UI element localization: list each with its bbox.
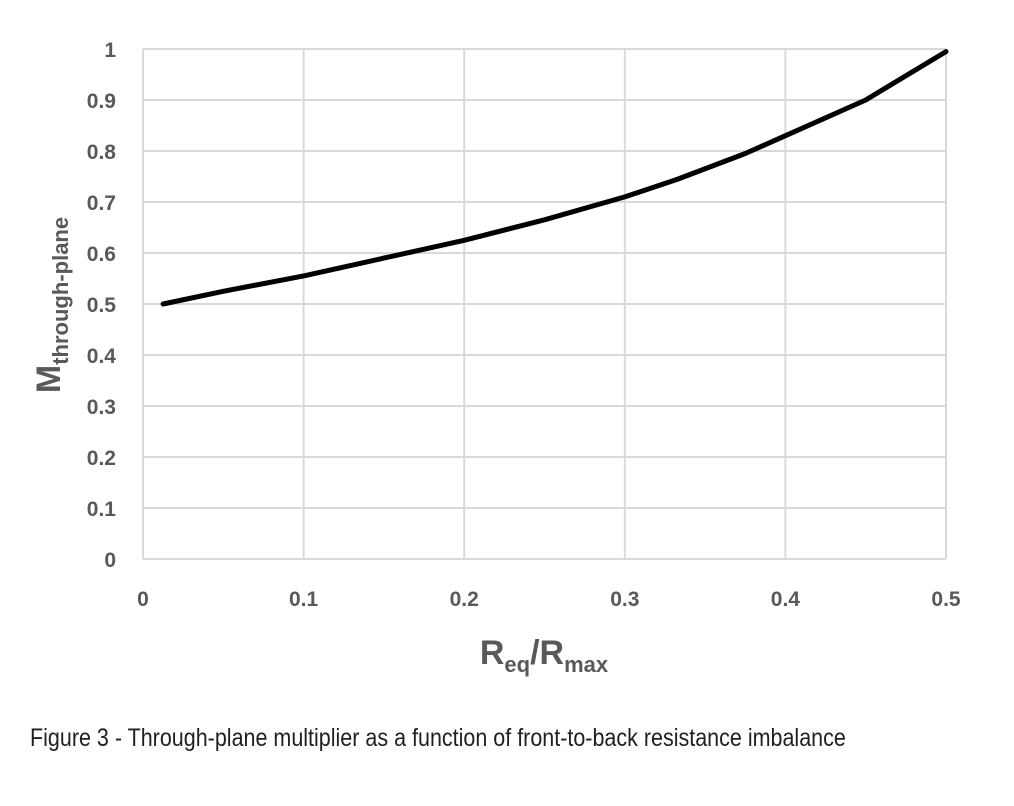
figure-caption: Figure 3 - Through-plane multiplier as a… xyxy=(30,724,846,752)
x-tick-label: 0.1 xyxy=(289,588,319,611)
x-tick-label: 0.4 xyxy=(771,588,801,611)
y-tick-label: 0.2 xyxy=(87,447,116,470)
tick-labels: 0 0.1 0.2 0.3 0.4 0.5 0.6 0.7 0.8 0.9 1 0 0.1 0.2 0.3 0… xyxy=(87,39,961,611)
y-tick-label: 0.1 xyxy=(87,498,117,521)
y-tick-label: 0.6 xyxy=(87,243,116,266)
y-axis-title: Mthrough-plane xyxy=(30,217,73,393)
x-tick-label: 0.3 xyxy=(610,588,639,611)
y-tick-label: 0.7 xyxy=(87,192,116,215)
x-tick-label: 0.5 xyxy=(931,588,961,611)
series-line xyxy=(160,49,949,307)
y-tick-label: 0.3 xyxy=(87,396,116,419)
y-tick-label: 0.8 xyxy=(87,141,117,164)
gridlines xyxy=(142,48,947,560)
chart: 0 0.1 0.2 0.3 0.4 0.5 0.6 0.7 0.8 0.9 1 0 0.1 0.2 0.3 0… xyxy=(30,39,961,677)
y-tick-label: 0.9 xyxy=(87,90,116,113)
y-tick-label: 0.5 xyxy=(87,294,117,317)
x-tick-label: 0 xyxy=(137,588,149,611)
y-tick-label: 0.4 xyxy=(87,345,117,368)
x-axis-title: Req/Rmax xyxy=(480,634,609,677)
x-tick-label: 0.2 xyxy=(450,588,479,611)
y-tick-label: 1 xyxy=(104,39,116,62)
series-layer xyxy=(160,49,949,307)
y-tick-label: 0 xyxy=(104,549,116,572)
